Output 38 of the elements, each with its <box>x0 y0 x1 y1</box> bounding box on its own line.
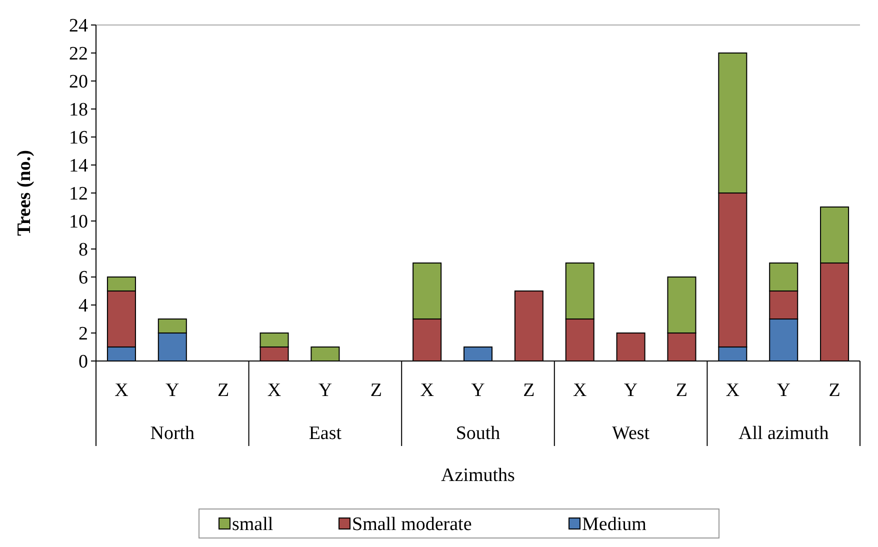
y-tick-label: 0 <box>78 352 88 373</box>
x-tick-label: Y <box>776 380 791 401</box>
y-tick-label: 12 <box>69 184 88 205</box>
x-tick-label: X <box>267 380 282 401</box>
x-tick-label: X <box>573 380 587 401</box>
x-tick-label: X <box>114 380 129 401</box>
y-tick-label: 18 <box>69 100 88 121</box>
legend-label: small <box>232 514 274 535</box>
text: West <box>612 423 650 444</box>
x-tick-label: X <box>726 380 740 401</box>
text: North <box>150 423 196 444</box>
x-axis-title: Azimuths <box>441 465 515 486</box>
y-tick-label: 6 <box>78 268 88 289</box>
x-tick-label: X <box>420 380 434 401</box>
y-axis-title: Trees (no.) <box>14 150 35 236</box>
y-tick-label: 4 <box>78 296 88 317</box>
x-tick-label: Y <box>471 380 486 401</box>
x-tick-label: Z <box>523 380 535 401</box>
y-tick-label: 24 <box>69 16 88 37</box>
legend-label: Small moderate <box>352 514 472 535</box>
x-tick-label: Y <box>166 380 180 401</box>
x-tick-label: Z <box>676 380 688 401</box>
x-tick-label: Z <box>218 380 230 401</box>
x-tick-label: Y <box>318 380 332 401</box>
x-tick-label: Z <box>828 380 840 401</box>
x-tick-label: Z <box>370 380 382 401</box>
y-tick-label: 10 <box>69 212 88 233</box>
text: All azimuth <box>738 423 830 444</box>
y-tick-label: 16 <box>69 128 88 149</box>
y-tick-label: 2 <box>78 324 88 345</box>
text: East <box>308 423 342 444</box>
y-tick-label: 14 <box>69 156 88 177</box>
y-tick-label: 8 <box>78 240 88 261</box>
y-tick-label: 20 <box>69 72 88 93</box>
y-tick-label: 22 <box>69 44 88 65</box>
legend-label: Medium <box>582 514 647 535</box>
x-tick-label: Y <box>624 380 638 401</box>
text: South <box>456 423 501 444</box>
